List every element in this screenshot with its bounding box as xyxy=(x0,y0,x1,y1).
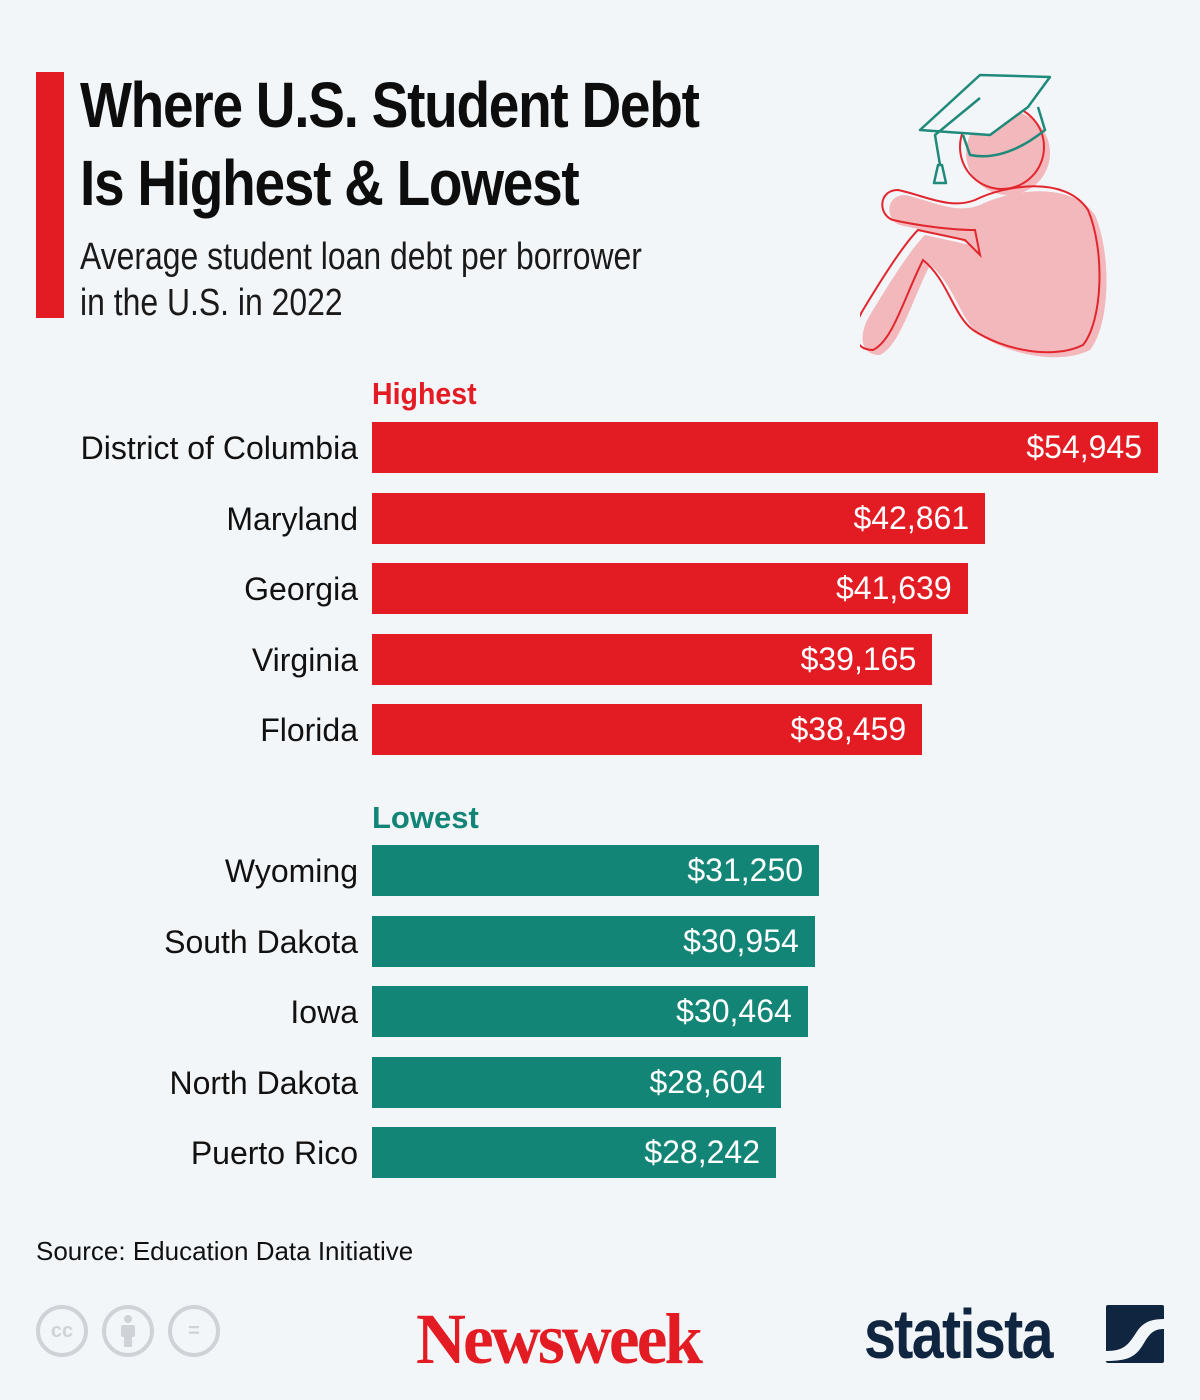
statista-logo: statista xyxy=(864,1295,1054,1373)
category-label: District of Columbia xyxy=(80,430,358,466)
subtitle-line-1: Average student loan debt per borrower xyxy=(80,236,642,278)
subtitle-line-2: in the U.S. in 2022 xyxy=(80,282,343,324)
bar: $41,639 xyxy=(372,563,968,614)
bar: $30,464 xyxy=(372,986,808,1037)
bar-row: Iowa $30,464 xyxy=(0,986,1200,1038)
chart-title: Where U.S. Student Debt Is Highest & Low… xyxy=(80,66,700,222)
bar-row: Maryland $42,861 xyxy=(0,492,1200,545)
source-note: Source: Education Data Initiative xyxy=(36,1236,414,1266)
group-label-highest: Highest xyxy=(372,376,477,411)
category-label: North Dakota xyxy=(169,1064,358,1101)
graduation-cap xyxy=(918,73,1052,185)
title-line-2: Is Highest & Lowest xyxy=(80,147,580,219)
bar-row: Virginia $39,165 xyxy=(0,633,1200,686)
bar-row: Wyoming $31,250 xyxy=(0,845,1200,897)
category-label: South Dakota xyxy=(164,923,358,960)
bar: $42,861 xyxy=(372,492,986,544)
no-derivatives-icon: = xyxy=(168,1305,220,1357)
category-label: Maryland xyxy=(226,500,358,537)
chart-subtitle: Average student loan debt per borrower i… xyxy=(80,234,642,326)
category-label: Puerto Rico xyxy=(190,1135,358,1171)
student-figure xyxy=(860,104,1107,358)
bar-row: Florida $38,459 xyxy=(0,704,1200,756)
bar: $28,604 xyxy=(372,1056,782,1108)
group-label-lowest: Lowest xyxy=(372,800,479,835)
bar-row: South Dakota $30,954 xyxy=(0,915,1200,968)
value-label: $28,604 xyxy=(649,1063,766,1100)
statista-mark-icon xyxy=(1106,1305,1164,1363)
value-label: $42,861 xyxy=(853,499,970,536)
value-label: $39,165 xyxy=(800,640,917,677)
title-line-1: Where U.S. Student Debt xyxy=(80,69,700,141)
category-label: Iowa xyxy=(290,994,358,1030)
title-accent-bar xyxy=(36,72,64,318)
value-label: $31,250 xyxy=(687,852,804,888)
bar-row: Georgia $41,639 xyxy=(0,563,1200,615)
bar: $39,165 xyxy=(372,633,933,685)
bar-row: North Dakota $28,604 xyxy=(0,1056,1200,1109)
value-label: $38,459 xyxy=(790,711,907,747)
value-label: $54,945 xyxy=(1026,429,1142,465)
bar-row: Puerto Rico $28,242 xyxy=(0,1127,1200,1179)
bar: $31,250 xyxy=(372,845,820,896)
bar: $38,459 xyxy=(372,704,923,755)
attribution-icon xyxy=(102,1305,154,1357)
newsweek-logo: Newsweek xyxy=(416,1299,703,1379)
bar-row: District of Columbia $54,945 xyxy=(0,422,1200,474)
value-label: $30,954 xyxy=(683,922,799,959)
category-label: Florida xyxy=(260,712,358,748)
value-label: $41,639 xyxy=(835,570,952,606)
bar: $54,945 xyxy=(372,422,1158,473)
license-icons: cc = xyxy=(36,1305,220,1357)
category-label: Virginia xyxy=(251,641,358,678)
person-glyph-icon xyxy=(121,1315,135,1347)
bar: $28,242 xyxy=(372,1127,776,1178)
value-label: $30,464 xyxy=(676,993,792,1029)
value-label: $28,242 xyxy=(644,1134,760,1170)
bar: $30,954 xyxy=(372,915,815,967)
category-label: Wyoming xyxy=(224,853,358,889)
graduate-student-icon xyxy=(860,73,1107,358)
category-label: Georgia xyxy=(244,571,358,607)
creative-commons-icon: cc xyxy=(36,1305,88,1357)
